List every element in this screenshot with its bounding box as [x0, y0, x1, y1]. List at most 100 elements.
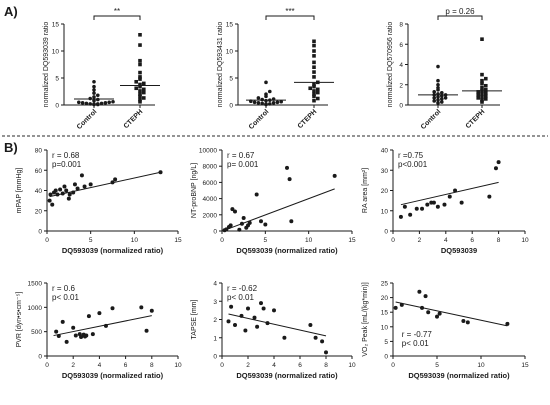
data-point — [84, 101, 89, 106]
data-point — [62, 184, 67, 189]
data-point — [487, 194, 492, 199]
data-point — [80, 101, 85, 105]
stats-label: r =0.75 — [398, 151, 424, 160]
x-tick-label: 15 — [174, 237, 182, 244]
data-point — [138, 82, 142, 87]
data-point — [480, 95, 484, 99]
y-tick-label: 2000 — [203, 212, 218, 219]
y-tick-label: 30 — [381, 168, 389, 175]
data-point — [97, 311, 102, 316]
data-point — [138, 94, 142, 99]
data-point — [92, 79, 96, 84]
y-tick-label: 1500 — [28, 281, 43, 288]
chart-b1: 0 20 40 60 80 mPAP [mmHg] 0 5 10 15 DQ593039 (norm… — [16, 148, 182, 256]
data-point — [312, 65, 316, 69]
data-point — [289, 219, 294, 224]
y-tick-label: 0 — [399, 103, 403, 110]
y-axis-label: mPAP [mmHg] — [16, 168, 23, 214]
data-point — [285, 165, 289, 170]
x-tick-label: 0 — [391, 362, 395, 369]
data-point — [316, 96, 320, 101]
y-tick-label: 4 — [213, 281, 217, 288]
x-tick-label: 8 — [324, 362, 328, 369]
data-point — [432, 96, 437, 100]
data-point — [312, 60, 316, 65]
y-tick-label: 40 — [35, 188, 43, 195]
data-point — [237, 227, 242, 232]
data-point — [484, 91, 488, 95]
stats-label: p< 0.01 — [227, 293, 254, 302]
stats-label: p< 0.01 — [402, 339, 429, 348]
data-point — [447, 194, 452, 199]
data-point — [233, 322, 237, 327]
data-point — [246, 306, 250, 311]
data-point — [134, 86, 138, 91]
regression-line — [395, 301, 508, 327]
data-point — [264, 92, 268, 96]
data-point — [73, 333, 78, 338]
data-point — [92, 95, 96, 99]
y-axis-label: normalized DQ593431 ratio — [217, 22, 224, 108]
y-tick-label: 25 — [381, 281, 389, 288]
y-tick-label: 10 — [226, 49, 234, 56]
y-tick-label: 5 — [229, 76, 233, 83]
data-point — [58, 187, 63, 192]
stats-label: r = 0.67 — [227, 151, 255, 160]
data-point — [312, 75, 316, 79]
data-point — [402, 204, 407, 209]
y-tick-label: 20 — [381, 295, 389, 302]
x-tick-label: 10 — [131, 237, 139, 244]
y-tick-label: 40 — [381, 148, 389, 155]
data-point — [60, 319, 65, 324]
data-point — [312, 49, 316, 53]
x-category-label: CTEPH — [465, 108, 487, 130]
x-tick-label: 2 — [71, 362, 75, 369]
data-point — [149, 308, 154, 313]
y-tick-label: 0 — [38, 229, 42, 236]
data-point — [67, 192, 72, 197]
data-point — [312, 89, 316, 93]
data-point — [414, 206, 419, 211]
data-point — [54, 329, 59, 334]
y-tick-label: 3 — [213, 299, 217, 306]
data-point — [308, 86, 312, 91]
data-point — [453, 188, 458, 193]
data-point — [142, 87, 146, 92]
data-point — [233, 209, 237, 214]
x-axis-label: DQ593039 (normalized ratio) — [62, 246, 164, 255]
y-tick-label: 4 — [399, 62, 403, 69]
data-point — [252, 315, 257, 320]
data-point — [436, 78, 440, 83]
y-axis-label: RA area [mm²] — [362, 168, 369, 213]
data-point — [496, 160, 501, 165]
data-point — [96, 97, 100, 102]
data-point — [312, 70, 316, 74]
y-axis-label: TAPSE [mm] — [191, 299, 198, 339]
y-tick-label: 5 — [55, 76, 59, 83]
data-point — [139, 305, 144, 310]
data-point — [476, 96, 480, 100]
data-point — [82, 184, 87, 189]
x-tick-label: 6 — [298, 362, 302, 369]
y-axis-label: PVR [dyn•s•cm⁻⁵] — [16, 292, 23, 348]
y-tick-label: 0 — [229, 103, 233, 110]
data-point — [436, 85, 440, 90]
x-category-label: Control — [248, 108, 271, 131]
x-tick-label: 8 — [150, 362, 154, 369]
data-point — [332, 173, 337, 178]
chart-a3: 0 2 4 6 8 normalized DQ570956 ratio Control CTE… — [387, 7, 502, 131]
data-point — [96, 102, 100, 106]
y-tick-label: 4000 — [203, 196, 218, 203]
data-point — [142, 90, 146, 95]
panel-label-a: A) — [4, 4, 18, 19]
data-point — [264, 98, 268, 103]
data-point — [425, 202, 430, 207]
data-point — [142, 96, 146, 100]
data-point — [64, 188, 69, 193]
data-point — [442, 202, 447, 207]
data-point — [138, 33, 142, 37]
data-point — [312, 43, 316, 48]
data-point — [229, 304, 234, 309]
